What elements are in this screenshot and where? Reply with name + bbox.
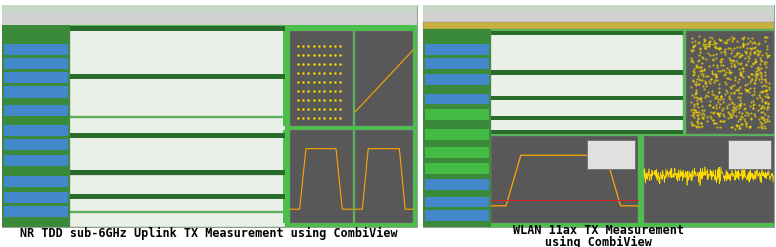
- Bar: [425, 58, 489, 69]
- Bar: [425, 210, 489, 221]
- Bar: [491, 31, 684, 134]
- Bar: [70, 133, 285, 138]
- Bar: [425, 163, 489, 174]
- Bar: [425, 163, 489, 174]
- Bar: [491, 31, 684, 35]
- Bar: [70, 194, 285, 199]
- Bar: [491, 96, 684, 101]
- Bar: [4, 105, 68, 116]
- Bar: [491, 116, 684, 120]
- Bar: [2, 14, 417, 25]
- Bar: [728, 141, 771, 169]
- Bar: [425, 129, 489, 140]
- Bar: [70, 74, 285, 79]
- Bar: [4, 139, 68, 150]
- Bar: [425, 94, 489, 104]
- Bar: [290, 130, 353, 223]
- Bar: [644, 136, 774, 223]
- Bar: [4, 206, 68, 217]
- Bar: [290, 31, 353, 126]
- Bar: [425, 179, 489, 190]
- Bar: [423, 22, 774, 29]
- Text: NR TDD sub-6GHz Uplink TX Measurement using CombiView: NR TDD sub-6GHz Uplink TX Measurement us…: [20, 227, 398, 240]
- Bar: [491, 130, 684, 134]
- Bar: [70, 175, 285, 211]
- Bar: [70, 29, 285, 116]
- Bar: [491, 136, 638, 223]
- Bar: [425, 74, 489, 85]
- Bar: [425, 147, 489, 158]
- Bar: [4, 86, 68, 98]
- Bar: [70, 169, 285, 175]
- Bar: [4, 58, 68, 69]
- Bar: [283, 31, 290, 126]
- Bar: [587, 141, 636, 169]
- Bar: [4, 72, 68, 83]
- Bar: [425, 109, 489, 120]
- Bar: [423, 12, 774, 22]
- Bar: [425, 129, 489, 140]
- Bar: [425, 109, 489, 120]
- Bar: [425, 197, 489, 207]
- Bar: [491, 70, 684, 75]
- Bar: [355, 31, 414, 126]
- Bar: [4, 176, 68, 187]
- Bar: [4, 125, 68, 136]
- Bar: [423, 5, 774, 12]
- Bar: [70, 26, 285, 31]
- Text: WLAN 11ax TX Measurement: WLAN 11ax TX Measurement: [513, 225, 684, 237]
- Bar: [2, 5, 417, 14]
- Bar: [423, 29, 491, 227]
- Text: using CombiView: using CombiView: [545, 235, 652, 247]
- Bar: [4, 44, 68, 55]
- Bar: [4, 192, 68, 203]
- Bar: [425, 147, 489, 158]
- Bar: [686, 31, 774, 134]
- Bar: [355, 130, 414, 223]
- Bar: [425, 44, 489, 55]
- Bar: [283, 130, 290, 223]
- Bar: [2, 25, 70, 227]
- Bar: [70, 118, 285, 173]
- Bar: [4, 155, 68, 166]
- Bar: [2, 5, 417, 227]
- Bar: [423, 5, 774, 227]
- Bar: [70, 213, 285, 227]
